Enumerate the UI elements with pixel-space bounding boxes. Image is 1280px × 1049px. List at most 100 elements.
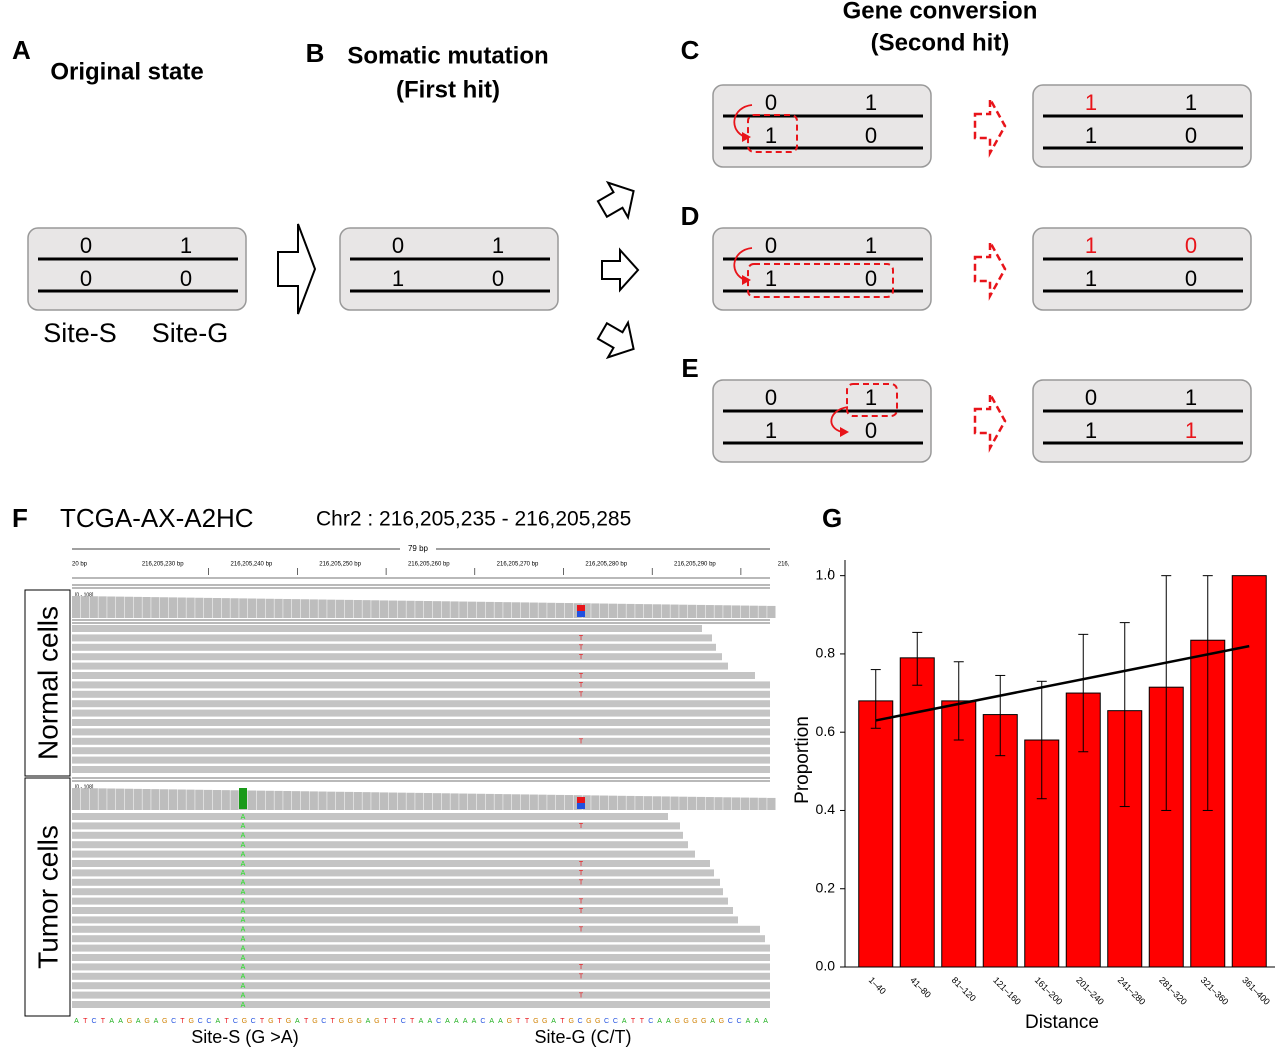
base: A	[710, 1018, 715, 1025]
coverage-range: [0 - 108]	[75, 784, 94, 790]
coverage-bar	[344, 791, 354, 810]
coverage-bar	[723, 797, 732, 810]
read-allele: A	[241, 842, 246, 849]
coverage-bar	[80, 788, 90, 810]
read	[72, 634, 712, 642]
base: T	[277, 1018, 282, 1025]
read-allele: A	[241, 814, 246, 821]
read-allele: A	[241, 908, 246, 915]
base: G	[568, 1018, 573, 1025]
base: C	[613, 1018, 618, 1025]
ruler-label: 216,205,290 bp	[674, 562, 716, 568]
read	[72, 700, 770, 708]
base: T	[631, 1018, 636, 1025]
allele: 0	[392, 233, 404, 258]
coverage-bar	[89, 596, 98, 618]
coverage-bar	[151, 597, 160, 618]
sample-id: TCGA-AX-A2HC	[60, 503, 254, 533]
coverage-bar	[124, 788, 134, 810]
coverage-bar	[644, 604, 653, 618]
coverage-bar	[292, 599, 301, 618]
allele: 0	[865, 123, 877, 148]
base: C	[604, 1018, 609, 1025]
coverage-bar	[661, 796, 670, 810]
allele: 1	[865, 90, 877, 115]
base: A	[295, 1018, 300, 1025]
base: C	[251, 1018, 256, 1025]
coverage-bar	[318, 791, 327, 810]
allele: 1	[1085, 90, 1097, 115]
base: C	[480, 1018, 485, 1025]
coverage-bar	[450, 601, 459, 618]
coverage-bar	[380, 792, 389, 810]
base: G	[675, 1018, 680, 1025]
coverage-bar	[168, 789, 178, 810]
coverage-bar	[397, 600, 406, 618]
coverage-bar	[133, 788, 142, 810]
base: G	[692, 1018, 697, 1025]
coverage-bar	[133, 596, 142, 618]
base: A	[498, 1018, 503, 1025]
coverage-bar	[221, 598, 230, 618]
panel-title: Gene conversion	[843, 0, 1038, 24]
read	[72, 869, 714, 877]
base: A	[445, 1018, 450, 1025]
base: C	[171, 1018, 176, 1025]
span: 79 bp	[408, 544, 429, 553]
ruler-label-bg	[400, 542, 436, 556]
arrow	[277, 223, 317, 315]
base: G	[356, 1018, 361, 1025]
coverage-bar	[705, 797, 714, 810]
base: G	[162, 1018, 167, 1025]
read-allele: A	[241, 983, 246, 990]
base: C	[728, 1018, 733, 1025]
coverage-bar	[80, 596, 90, 618]
coverage-bar	[626, 603, 635, 618]
read-allele: T	[579, 992, 584, 999]
base: G	[719, 1018, 724, 1025]
coverage-bar	[388, 600, 398, 618]
coverage-bar	[283, 599, 292, 618]
coverage-bar	[160, 597, 169, 618]
coverage-bar	[353, 600, 362, 618]
haplotype-box	[27, 227, 247, 311]
base: A	[136, 1018, 141, 1025]
coverage-bar	[626, 795, 635, 810]
read-allele: T	[579, 635, 584, 642]
y-tick-label: 0.6	[816, 723, 836, 739]
coverage-bar	[758, 797, 767, 810]
read	[72, 850, 695, 858]
base: C	[321, 1018, 326, 1025]
base: A	[463, 1018, 468, 1025]
read-allele: A	[241, 861, 246, 868]
base: A	[109, 1018, 114, 1025]
read	[72, 963, 770, 971]
haplotype-box	[1032, 227, 1252, 311]
coverage-bar	[168, 597, 178, 618]
coverage-bar	[608, 603, 618, 618]
coverage-bar	[723, 605, 732, 618]
coverage-bar	[415, 792, 424, 810]
panel-title: (Second hit)	[871, 29, 1010, 56]
panel-title: (First hit)	[396, 76, 500, 103]
read	[72, 907, 733, 914]
read-allele: T	[579, 823, 584, 830]
read-allele: A	[241, 955, 246, 962]
base: C	[206, 1018, 211, 1025]
coverage-bar	[476, 793, 486, 810]
site-g-coverage	[577, 803, 585, 809]
coverage-bar	[397, 792, 406, 810]
allele: 0	[765, 90, 777, 115]
x-tick-label: 321–360	[1199, 975, 1231, 1007]
coverage-bar	[468, 601, 477, 618]
read-allele: T	[579, 861, 584, 868]
coverage-bar	[186, 789, 195, 810]
read	[72, 878, 720, 886]
base: A	[657, 1018, 662, 1025]
coverage-bar	[204, 597, 213, 618]
read-allele: A	[241, 833, 246, 840]
base: A	[763, 1018, 768, 1025]
site-g-coverage	[577, 611, 585, 617]
base: T	[224, 1018, 229, 1025]
